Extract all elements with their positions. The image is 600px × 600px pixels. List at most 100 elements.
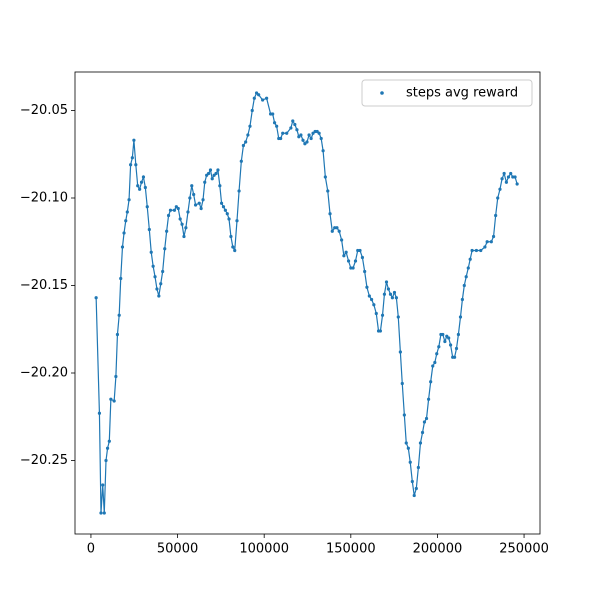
point <box>374 311 378 316</box>
point <box>456 332 460 337</box>
point <box>127 198 131 202</box>
point <box>330 229 334 233</box>
point <box>134 163 138 167</box>
point <box>197 201 201 205</box>
point <box>406 446 410 450</box>
point <box>289 126 293 130</box>
point <box>412 493 416 498</box>
point <box>208 168 213 172</box>
point <box>119 276 123 281</box>
point <box>378 329 383 333</box>
point <box>335 226 339 230</box>
point <box>470 248 474 253</box>
point <box>239 159 243 163</box>
point <box>454 346 459 351</box>
point <box>235 219 239 223</box>
y-tick-label: −20.25 <box>20 453 68 468</box>
point <box>496 196 500 200</box>
point <box>94 296 98 300</box>
point <box>363 269 367 274</box>
point <box>122 231 126 235</box>
point <box>186 210 190 214</box>
point <box>305 140 309 144</box>
point <box>193 203 198 207</box>
point <box>466 266 470 270</box>
point <box>349 266 353 270</box>
point <box>227 217 231 221</box>
point <box>231 245 235 249</box>
point <box>464 275 468 279</box>
point <box>435 352 439 356</box>
point <box>190 184 194 188</box>
x-tick-label: 0 <box>87 542 95 557</box>
point <box>511 175 515 179</box>
point <box>163 247 167 251</box>
point <box>337 229 341 233</box>
point <box>489 240 493 244</box>
point <box>157 294 161 298</box>
legend-marker <box>380 91 384 95</box>
point <box>225 212 229 216</box>
point <box>109 397 113 401</box>
point <box>159 282 163 286</box>
point <box>138 187 142 191</box>
point <box>400 381 404 386</box>
point <box>188 196 192 200</box>
point <box>396 315 400 319</box>
point <box>427 397 431 401</box>
point <box>166 213 171 218</box>
point <box>386 287 391 291</box>
point <box>462 283 466 288</box>
point <box>460 297 464 302</box>
point <box>358 248 362 253</box>
point <box>447 336 451 340</box>
point <box>102 511 106 515</box>
point <box>199 206 203 211</box>
point <box>342 254 346 258</box>
point <box>410 479 414 484</box>
point <box>107 439 111 443</box>
point <box>105 446 110 450</box>
point <box>112 399 116 403</box>
plot-frame <box>74 71 541 535</box>
point <box>398 350 402 354</box>
point <box>279 136 283 141</box>
point <box>161 269 165 274</box>
point <box>252 96 256 100</box>
point <box>333 226 337 230</box>
point <box>237 189 241 193</box>
point <box>281 131 285 135</box>
point <box>433 360 437 365</box>
point <box>353 259 358 263</box>
x-tick-label: 200000 <box>413 542 463 557</box>
point <box>441 332 445 337</box>
point <box>392 290 397 295</box>
point <box>246 133 250 137</box>
y-tick-label: −20.15 <box>20 278 68 293</box>
x-tick-label: 100000 <box>239 542 289 557</box>
point <box>351 266 355 270</box>
point <box>265 96 269 100</box>
point <box>515 182 519 186</box>
point <box>184 226 188 230</box>
point <box>479 248 483 253</box>
point <box>370 297 374 302</box>
point <box>129 163 133 167</box>
point <box>416 465 420 470</box>
point <box>307 133 311 137</box>
point <box>261 98 265 102</box>
point <box>408 460 412 464</box>
point <box>130 156 134 160</box>
point <box>275 124 279 128</box>
point <box>418 441 423 445</box>
point <box>101 483 105 487</box>
point <box>151 264 155 268</box>
point <box>506 175 511 179</box>
point <box>115 332 120 337</box>
point <box>356 248 360 253</box>
point <box>223 208 227 212</box>
point <box>458 315 463 319</box>
point <box>155 287 159 291</box>
point <box>319 136 323 141</box>
